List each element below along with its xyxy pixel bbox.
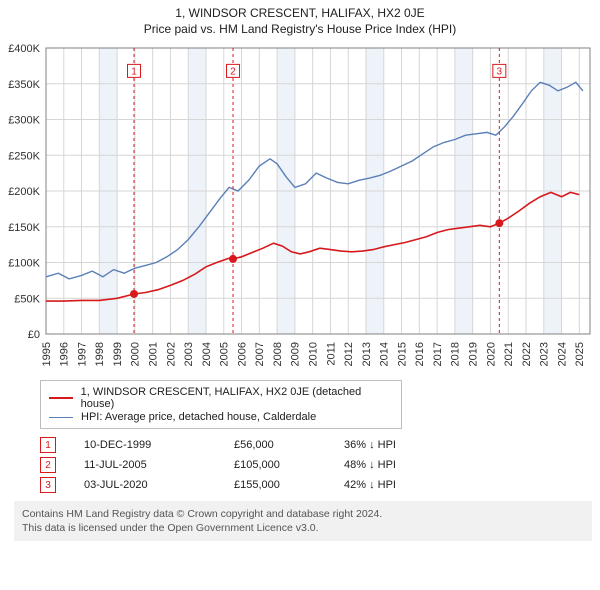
svg-text:2014: 2014 [379,342,391,366]
svg-text:£0: £0 [28,329,40,341]
svg-text:1996: 1996 [59,342,71,366]
svg-text:2020: 2020 [485,342,497,366]
attribution-footer: Contains HM Land Registry data © Crown c… [14,501,592,541]
sale-delta: 42% ↓ HPI [344,479,454,491]
sale-delta: 48% ↓ HPI [344,459,454,471]
legend-row: 1, WINDSOR CRESCENT, HALIFAX, HX2 0JE (d… [49,386,393,410]
svg-text:2017: 2017 [432,342,444,366]
svg-text:2010: 2010 [308,342,320,366]
svg-text:1999: 1999 [112,342,124,366]
svg-text:2011: 2011 [325,342,337,366]
svg-text:£250K: £250K [8,150,40,162]
svg-text:1998: 1998 [94,342,106,366]
sale-price: £155,000 [234,479,344,491]
svg-text:2: 2 [230,66,236,77]
svg-text:1: 1 [131,66,137,77]
svg-text:2024: 2024 [556,342,568,366]
svg-text:2002: 2002 [165,342,177,366]
chart-title: 1, WINDSOR CRESCENT, HALIFAX, HX2 0JE [4,6,596,20]
legend-label: HPI: Average price, detached house, Cald… [81,411,316,423]
sale-row: 3 03-JUL-2020£155,00042% ↓ HPI [40,477,560,493]
svg-text:2006: 2006 [236,342,248,366]
footer-line-1: Contains HM Land Registry data © Crown c… [22,507,584,521]
svg-text:2016: 2016 [414,342,426,366]
legend-label: 1, WINDSOR CRESCENT, HALIFAX, HX2 0JE (d… [81,386,393,410]
svg-text:2009: 2009 [290,342,302,366]
svg-text:2007: 2007 [254,342,266,366]
footer-line-2: This data is licensed under the Open Gov… [22,521,584,535]
svg-text:£400K: £400K [8,44,40,55]
chart-card: 1, WINDSOR CRESCENT, HALIFAX, HX2 0JE Pr… [0,0,600,545]
svg-text:£200K: £200K [8,186,40,198]
sale-marker-icon: 1 [40,437,56,453]
svg-text:2001: 2001 [148,342,160,366]
sale-marker-icon: 3 [40,477,56,493]
svg-text:2012: 2012 [343,342,355,366]
sales-table: 1 10-DEC-1999£56,00036% ↓ HPI 2 11-JUL-2005… [40,437,560,493]
legend-swatch [49,397,73,399]
sale-date: 03-JUL-2020 [84,479,234,491]
chart-subtitle: Price paid vs. HM Land Registry's House … [4,22,596,36]
svg-text:2008: 2008 [272,342,284,366]
svg-text:2015: 2015 [396,342,408,366]
svg-text:£50K: £50K [14,293,40,305]
sale-delta: 36% ↓ HPI [344,439,454,451]
sale-date: 11-JUL-2005 [84,459,234,471]
chart-plot: £0 £50K £100K £150K £200K £250K £300K £350K £400… [4,44,596,374]
svg-text:2018: 2018 [450,342,462,366]
sale-date: 10-DEC-1999 [84,439,234,451]
svg-text:£150K: £150K [8,222,40,234]
chart-legend: 1, WINDSOR CRESCENT, HALIFAX, HX2 0JE (d… [40,380,402,429]
sale-row: 2 11-JUL-2005£105,00048% ↓ HPI [40,457,560,473]
svg-text:2019: 2019 [468,342,480,366]
svg-text:2003: 2003 [183,342,195,366]
svg-text:2021: 2021 [503,342,515,366]
svg-text:2013: 2013 [361,342,373,366]
svg-text:£100K: £100K [8,258,40,270]
sale-price: £56,000 [234,439,344,451]
svg-text:£300K: £300K [8,115,40,127]
sale-price: £105,000 [234,459,344,471]
svg-text:2025: 2025 [574,342,586,366]
sale-marker-icon: 2 [40,457,56,473]
svg-text:2005: 2005 [219,342,231,366]
line-chart-svg: £0 £50K £100K £150K £200K £250K £300K £350K £400… [4,44,596,374]
svg-text:1995: 1995 [41,342,53,366]
svg-text:2023: 2023 [539,342,551,366]
svg-text:2004: 2004 [201,342,213,366]
svg-text:3: 3 [497,66,503,77]
sale-row: 1 10-DEC-1999£56,00036% ↓ HPI [40,437,560,453]
legend-row: HPI: Average price, detached house, Cald… [49,411,393,423]
svg-text:2022: 2022 [521,342,533,366]
svg-text:£350K: £350K [8,79,40,91]
svg-text:1997: 1997 [76,342,88,366]
svg-text:2000: 2000 [130,342,142,366]
legend-swatch [49,417,73,418]
